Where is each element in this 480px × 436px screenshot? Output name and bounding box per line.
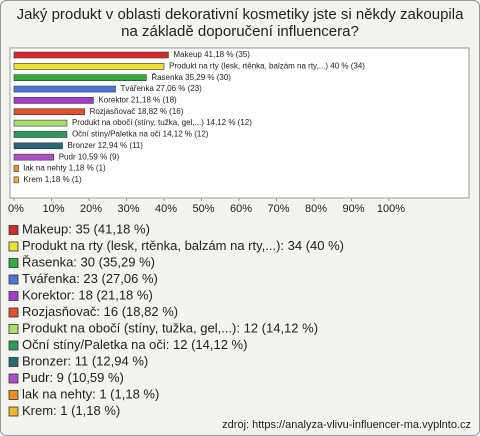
legend-label: Bronzer: 11 (12,94 %) [22,353,148,368]
x-tick-label: 90% [342,203,364,215]
bar-label: Rozjasňovač 18,82 % (16) [90,107,184,116]
bar [13,108,85,116]
bar [13,51,169,59]
legend-swatch [8,357,19,367]
legend-swatch [8,340,19,351]
bar [13,74,147,81]
bar [13,142,63,150]
source: zdroj: https://analyza-vlivu-influencer-… [222,419,471,431]
legend-swatch [8,225,19,235]
legend-swatch [8,258,19,268]
legend-swatch [8,406,19,417]
legend-swatch [8,291,19,301]
bar [13,176,19,184]
bar [13,63,165,70]
legend-label: Produkt na obočí (stíny, tužka, gel,...)… [22,320,318,335]
legend-swatch [8,307,19,318]
bar [13,165,19,172]
bar-label: Korektor 21,18 % (18) [98,96,177,105]
legend-label: Krem: 1 (1,18 %) [22,403,120,418]
plot-area [9,47,470,199]
x-tick-label: 20% [80,203,102,215]
x-tick-label: 40% [155,203,177,215]
bar-label: Bronzer 12,94 % (11) [68,141,144,150]
bar-label: Produkt na rty (lesk, rtěnka, balzám na … [169,61,365,70]
bar-label: Pudr 10,59 % (9) [59,152,120,161]
bar [13,97,94,104]
x-tick-label: 80% [305,203,327,215]
x-tick-label: 60% [230,203,252,215]
legend-label: Oční stíny/Paletka na oči: 12 (14,12 %) [22,337,247,352]
legend-label: Tvářenka: 23 (27,06 %) [22,271,158,286]
bar-label: Tvářenka 27,06 % (23) [120,84,202,93]
bar [13,85,116,93]
legend-swatch [8,274,19,285]
bar-label: Oční stíny/Paletka na oči 14,12 % (12) [72,130,209,139]
legend-label: Rozjasňovač: 16 (18,82 %) [22,304,178,319]
legend-label: Makeup: 35 (41,18 %) [22,221,150,236]
bar [13,153,55,161]
legend-label: Pudr: 9 (10,59 %) [22,370,124,385]
bar [13,131,68,138]
x-tick-label: 0% [8,203,24,215]
legend-swatch [8,324,19,334]
x-tick-label: 50% [192,203,214,215]
x-tick-label: 10% [42,203,64,215]
bar-label: Makeup 41,18 % (35) [173,50,250,59]
bar [13,119,68,127]
bar-label: Krem 1,18 % (1) [23,175,82,184]
chart-title: Jaký produkt v oblasti dekorativní kosme… [16,6,464,40]
legend-label: Korektor: 18 (21,18 %) [22,287,153,302]
x-tick-label: 30% [117,203,139,215]
bar-label: Produkt na obočí (stíny, tužka, gel,...)… [72,118,252,127]
legend-swatch [8,373,19,384]
legend-label: lak na nehty: 1 (1,18 %) [22,386,159,401]
x-tick-label: 100% [377,203,405,215]
bar-label: Řasenka 35,29 % (30) [151,73,231,82]
legend-swatch [8,241,19,252]
legend-label: Řasenka: 30 (35,29 %) [22,254,155,269]
legend-swatch [8,390,19,400]
x-tick-label: 70% [267,203,289,215]
legend-label: Produkt na rty (lesk, rtěnka, balzám na … [22,238,344,253]
bar-label: lak na nehty 1,18 % (1) [23,164,106,173]
